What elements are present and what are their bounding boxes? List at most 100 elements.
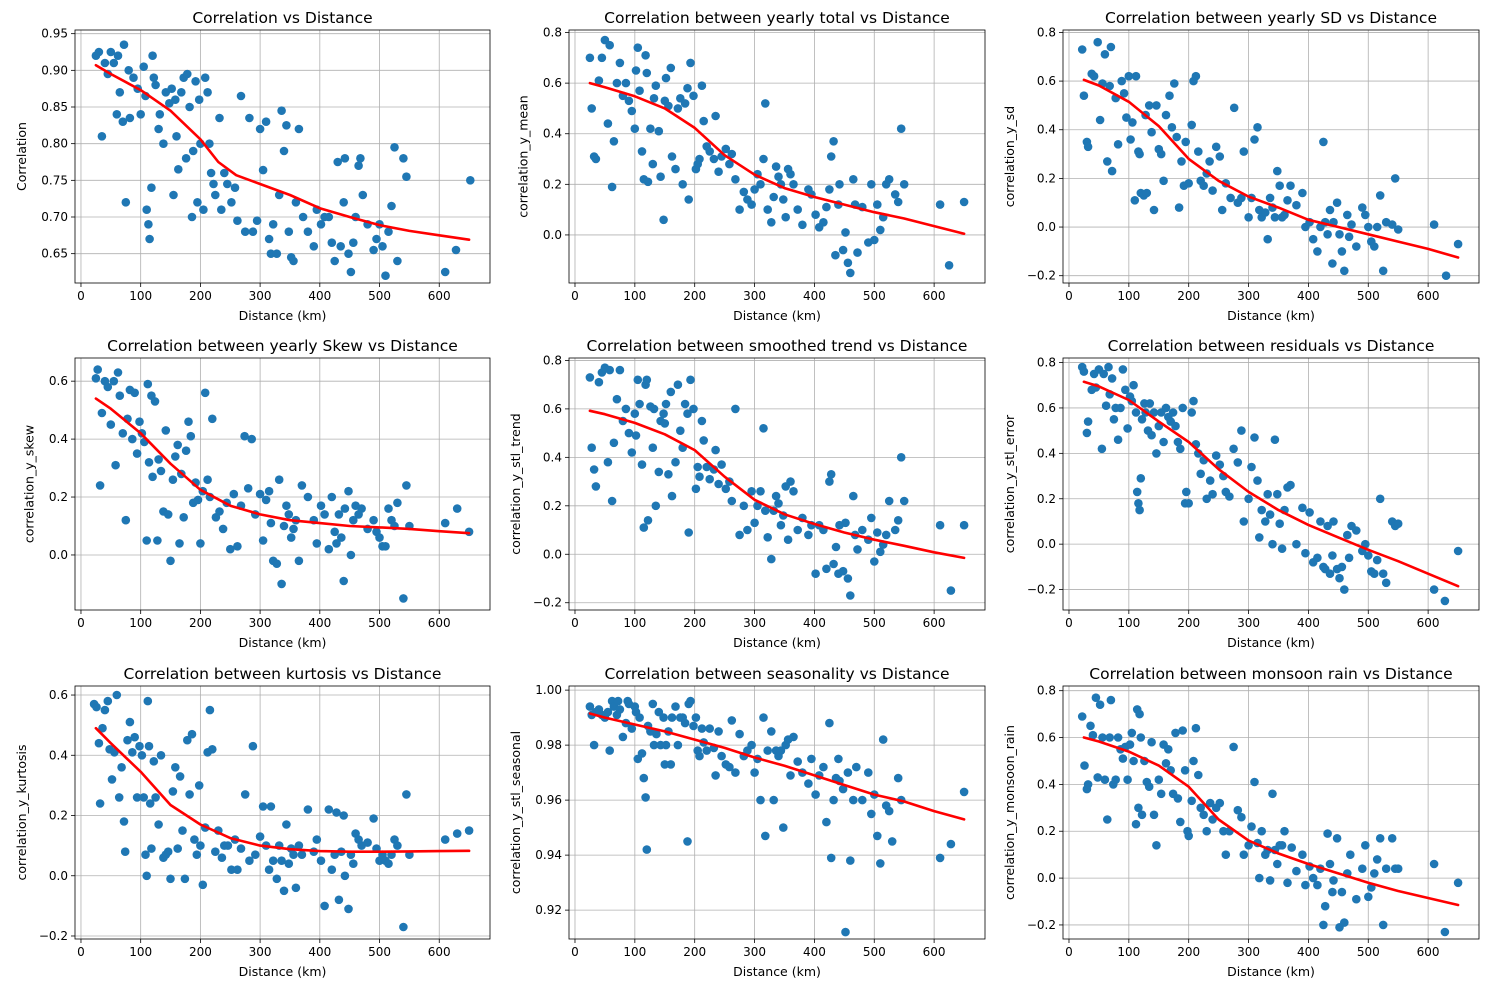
data-point (876, 225, 885, 235)
fit-line (94, 63, 471, 241)
data-point (721, 484, 731, 494)
data-point (255, 832, 265, 841)
data-point (834, 754, 843, 764)
data-point (630, 124, 640, 133)
data-point (643, 177, 653, 187)
data-point (119, 40, 129, 49)
x-axis-label: Distance (km) (733, 635, 821, 650)
chart-title: Correlation between yearly Skew vs Dista… (107, 337, 458, 355)
data-point (452, 829, 462, 838)
data-point (1277, 841, 1287, 850)
data-point (1098, 733, 1107, 742)
data-point (1131, 819, 1141, 829)
chart-title: Correlation between monsoon rain vs Dist… (1089, 665, 1452, 683)
x-tick-label: 100 (129, 289, 152, 303)
data-point (781, 212, 790, 222)
data-point (199, 205, 208, 214)
data-point (1182, 487, 1191, 497)
y-tick-label: 0.8 (1037, 356, 1056, 370)
data-point (440, 518, 450, 528)
y-axis-label: correlation_y_mean (515, 95, 530, 217)
y-tick-label: 0.85 (41, 100, 68, 114)
y-axis-label: correlation_y_stl_seasonal (508, 731, 523, 894)
x-tick-label: 200 (683, 289, 706, 303)
data-point (1286, 181, 1295, 190)
data-point (714, 167, 723, 176)
data-point (1211, 451, 1221, 460)
data-point (279, 146, 289, 156)
data-point (128, 748, 137, 757)
x-tick-label: 500 (1357, 945, 1380, 959)
data-point (607, 182, 617, 192)
data-point (1091, 693, 1101, 702)
x-axis-label: Distance (km) (1227, 308, 1315, 323)
data-point (843, 258, 853, 268)
data-point (115, 391, 125, 401)
data-point (1111, 775, 1120, 784)
data-point (1174, 203, 1184, 212)
data-point (1189, 756, 1198, 766)
data-point (217, 853, 227, 862)
x-tick-label: 0 (571, 616, 579, 630)
data-point (1129, 380, 1138, 390)
data-point (340, 154, 350, 163)
data-point (1361, 210, 1370, 220)
data-point (789, 180, 798, 189)
data-point (1233, 805, 1243, 815)
data-point (826, 470, 836, 479)
data-point (357, 504, 366, 513)
y-tick-label: 0.0 (49, 869, 68, 883)
data-point (1233, 458, 1243, 467)
scatter-points (1077, 362, 1463, 606)
data-point (1104, 362, 1113, 372)
data-point (699, 436, 708, 445)
data-point (1123, 424, 1132, 433)
data-point (759, 713, 768, 722)
data-point (1393, 864, 1403, 873)
data-point (612, 78, 622, 88)
data-point (196, 539, 205, 548)
data-point (651, 81, 661, 90)
data-point (843, 768, 853, 777)
data-point (884, 175, 894, 184)
x-tick-label: 300 (743, 945, 766, 959)
data-point (1103, 815, 1112, 824)
chart-title: Correlation between kurtosis vs Distance (124, 665, 442, 683)
scatter-points (585, 35, 969, 278)
data-point (279, 521, 289, 531)
data-point (1298, 850, 1307, 859)
data-point (284, 859, 294, 868)
data-point (959, 520, 969, 530)
data-point (1247, 462, 1256, 472)
data-point (1100, 775, 1110, 784)
data-point (804, 779, 813, 788)
data-point (1453, 239, 1463, 249)
data-point (240, 227, 250, 236)
y-tick-label: 1.00 (535, 683, 562, 697)
data-point (143, 379, 153, 389)
data-point (1316, 517, 1325, 526)
y-tick-label: 0.4 (1037, 123, 1056, 137)
data-point (1118, 365, 1128, 374)
data-point (103, 382, 113, 392)
data-point (631, 431, 641, 440)
scatter-points (585, 696, 969, 937)
data-point (173, 440, 182, 450)
data-point (1237, 426, 1246, 435)
data-point (393, 841, 402, 850)
data-point (1340, 585, 1349, 594)
data-point (393, 256, 402, 266)
data-point (635, 713, 644, 722)
data-point (1229, 103, 1239, 113)
data-point (667, 713, 677, 722)
data-point (1358, 203, 1367, 212)
data-point (841, 927, 850, 937)
y-tick-label: 0.0 (543, 547, 562, 561)
data-point (1149, 810, 1159, 820)
data-point (1440, 927, 1450, 937)
data-point (1381, 578, 1391, 588)
y-tick-label: 0.8 (543, 353, 562, 367)
data-point (1301, 548, 1310, 558)
subplot-smoothed-trend: 0 100 200 300 400 500 600 −0.2 0.0 0.2 0.4 0.6 0.8 Co… (508, 337, 986, 650)
y-tick-label: 0.8 (1037, 25, 1056, 39)
